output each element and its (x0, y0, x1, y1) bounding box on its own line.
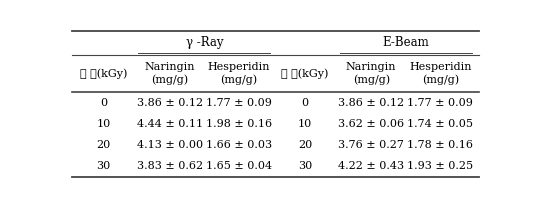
Text: 3.76 ± 0.27: 3.76 ± 0.27 (338, 140, 404, 150)
Text: 선 량(kGy): 선 량(kGy) (80, 68, 127, 79)
Text: 30: 30 (96, 161, 110, 171)
Text: 3.86 ± 0.12: 3.86 ± 0.12 (137, 98, 203, 108)
Text: 1.66 ± 0.03: 1.66 ± 0.03 (206, 140, 272, 150)
Text: 1.77 ± 0.09: 1.77 ± 0.09 (407, 98, 473, 108)
Text: Naringin
(mg/g): Naringin (mg/g) (346, 62, 397, 85)
Text: 1.93 ± 0.25: 1.93 ± 0.25 (407, 161, 473, 171)
Text: 1.98 ± 0.16: 1.98 ± 0.16 (206, 119, 272, 129)
Text: 1.65 ± 0.04: 1.65 ± 0.04 (206, 161, 272, 171)
Text: γ -Ray: γ -Ray (185, 37, 223, 49)
Text: 선 량(kGy): 선 량(kGy) (281, 68, 329, 79)
Text: 20: 20 (96, 140, 110, 150)
Text: 0: 0 (301, 98, 309, 108)
Text: 4.44 ± 0.11: 4.44 ± 0.11 (137, 119, 203, 129)
Text: 3.62 ± 0.06: 3.62 ± 0.06 (338, 119, 404, 129)
Text: 3.83 ± 0.62: 3.83 ± 0.62 (137, 161, 203, 171)
Text: E-Beam: E-Beam (382, 37, 429, 49)
Text: Naringin
(mg/g): Naringin (mg/g) (144, 62, 195, 85)
Text: 4.22 ± 0.43: 4.22 ± 0.43 (338, 161, 404, 171)
Text: 20: 20 (298, 140, 312, 150)
Text: 30: 30 (298, 161, 312, 171)
Text: 10: 10 (298, 119, 312, 129)
Text: 1.77 ± 0.09: 1.77 ± 0.09 (206, 98, 272, 108)
Text: 1.74 ± 0.05: 1.74 ± 0.05 (407, 119, 473, 129)
Text: Hesperidin
(mg/g): Hesperidin (mg/g) (207, 62, 270, 85)
Text: 1.78 ± 0.16: 1.78 ± 0.16 (407, 140, 473, 150)
Text: 4.13 ± 0.00: 4.13 ± 0.00 (137, 140, 203, 150)
Text: 10: 10 (96, 119, 110, 129)
Text: 3.86 ± 0.12: 3.86 ± 0.12 (338, 98, 404, 108)
Text: Hesperidin
(mg/g): Hesperidin (mg/g) (409, 62, 472, 85)
Text: 0: 0 (100, 98, 107, 108)
